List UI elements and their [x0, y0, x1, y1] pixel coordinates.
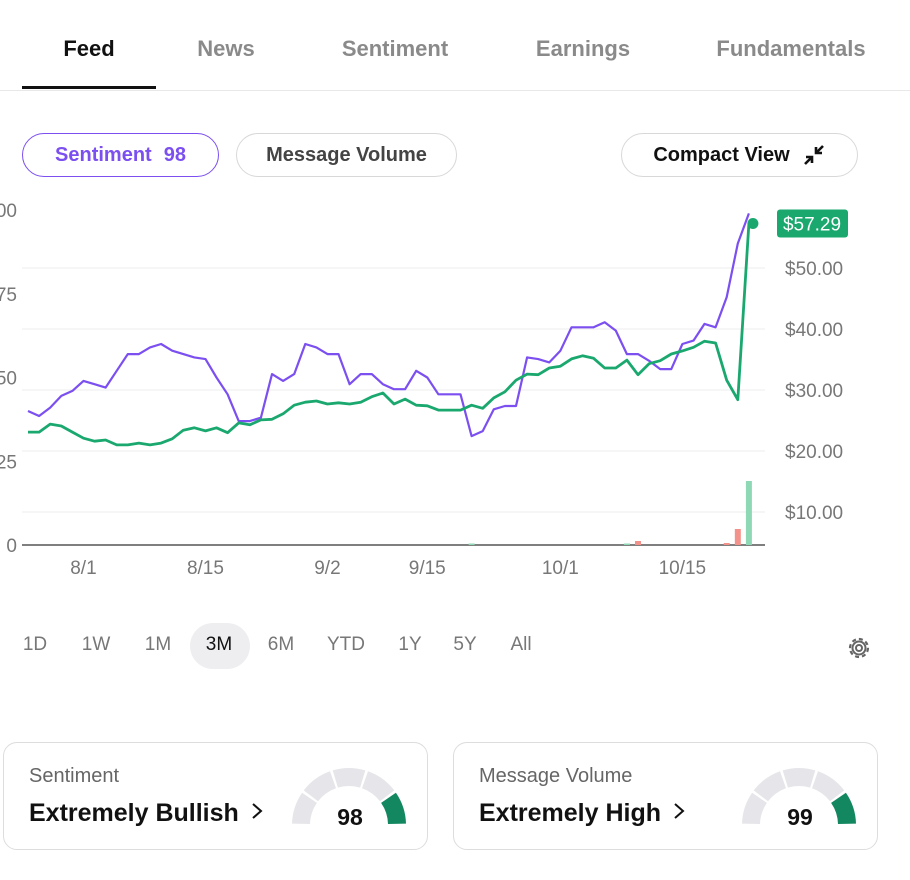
- y-tick-label: 0: [6, 536, 17, 557]
- y2-tick-label: $40.00: [785, 320, 843, 341]
- chevron-icon: [252, 803, 263, 819]
- volume-bar: [623, 543, 630, 545]
- tab-underline: [22, 86, 156, 89]
- range-active-bg: [190, 623, 250, 669]
- range-button[interactable]: YTD: [327, 634, 365, 655]
- x-tick-label: 10/1: [542, 558, 579, 579]
- gauge-value: 99: [787, 804, 813, 830]
- icon: [803, 145, 824, 165]
- sentiment-toggle[interactable]: Sentiment 98: [22, 133, 219, 177]
- gauge-segment: [742, 792, 767, 824]
- chart: $10.00 $20.00 $30.00 $40.00 $50.00 0 25 50 75 100…: [0, 201, 848, 579]
- y2-tick-label: $30.00: [785, 381, 843, 402]
- gauge: 99: [742, 768, 856, 830]
- gauge-segment: [812, 771, 845, 802]
- range-button[interactable]: 3M: [205, 634, 233, 655]
- toggle-score: 98: [163, 143, 186, 166]
- price-tag-label: $57.29: [783, 214, 841, 235]
- gauge: 98: [292, 768, 406, 830]
- range-button[interactable]: 1M: [144, 634, 172, 655]
- y2-tick-label: $20.00: [785, 442, 843, 463]
- chevron: [239, 799, 267, 827]
- toggle-label: Message Volume: [266, 143, 427, 166]
- y2-tick-label: $10.00: [785, 503, 843, 524]
- message-volume-toggle[interactable]: Message Volume: [236, 133, 457, 177]
- button-label: Compact View: [653, 143, 790, 166]
- compact-icon: [802, 143, 826, 167]
- gauge-segment: [292, 792, 317, 824]
- x-tick-label: 10/15: [659, 558, 707, 579]
- settings-button[interactable]: [845, 634, 873, 662]
- range-button[interactable]: 1D: [22, 634, 48, 655]
- y-tick-label: 75: [0, 285, 17, 306]
- gear-icon: [848, 637, 870, 659]
- range-button[interactable]: 1Y: [398, 634, 422, 655]
- tab[interactable]: Sentiment: [341, 36, 449, 61]
- y-tick-label: 50: [0, 369, 17, 390]
- range-button[interactable]: 5Y: [453, 634, 477, 655]
- card-rating: Extremely High: [479, 799, 689, 828]
- price-tag: [777, 209, 848, 238]
- x-tick-label: 8/1: [70, 558, 96, 579]
- gauge-segment: [782, 768, 816, 788]
- card-rating: Extremely Bullish: [29, 799, 267, 828]
- gauge-value: 98: [337, 804, 363, 830]
- x-tick-label: 9/15: [409, 558, 446, 579]
- toggle-label: Sentiment: [55, 143, 152, 166]
- tab-divider: [0, 90, 910, 91]
- metric-card[interactable]: Message Volume Extremely High 99: [453, 742, 878, 850]
- tab[interactable]: Feed: [63, 36, 115, 61]
- gauge-segment: [332, 768, 366, 788]
- gauge-fill: [831, 792, 856, 824]
- volume-bar: [468, 543, 475, 545]
- tab[interactable]: Earnings: [535, 36, 631, 61]
- gauge-fill: [381, 792, 406, 824]
- compact-view-button[interactable]: Compact View: [621, 133, 858, 177]
- y-tick-label: 25: [0, 452, 17, 473]
- volume-bar: [635, 541, 641, 545]
- series-line: [27, 213, 750, 438]
- chevron: [661, 799, 689, 827]
- last-point: [747, 217, 759, 229]
- range-button[interactable]: 6M: [267, 634, 295, 655]
- gauge-segment: [303, 771, 336, 802]
- metric-card[interactable]: Sentiment Extremely Bullish 98: [3, 742, 428, 850]
- gauge-segment: [753, 771, 786, 802]
- volume-bar: [745, 481, 752, 545]
- tab[interactable]: Fundamentals: [716, 36, 866, 61]
- range-button[interactable]: All: [510, 634, 532, 655]
- tab[interactable]: News: [197, 36, 255, 61]
- series-line: [28, 223, 751, 447]
- x-tick-label: 9/2: [314, 558, 340, 579]
- volume-bar: [734, 529, 741, 545]
- card-title: Message Volume: [479, 765, 633, 787]
- gauge-segment: [362, 771, 395, 802]
- x-tick-label: 8/15: [187, 558, 224, 579]
- card-title: Sentiment: [29, 765, 120, 787]
- range-button[interactable]: 1W: [81, 634, 111, 655]
- y-tick-label: 100: [0, 201, 17, 222]
- y2-tick-label: $50.00: [785, 259, 843, 280]
- volume-bar: [723, 543, 730, 545]
- chevron-icon: [674, 803, 685, 819]
